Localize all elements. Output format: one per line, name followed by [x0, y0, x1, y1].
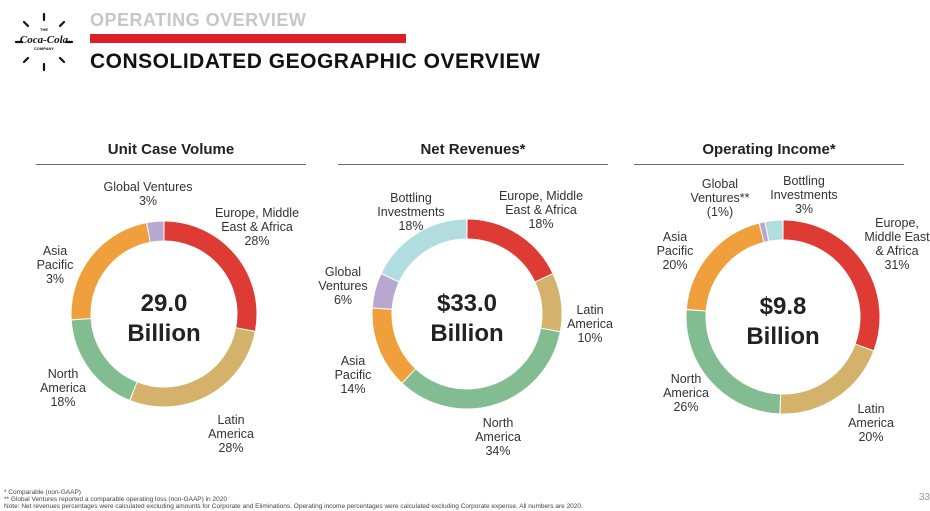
donut-segment-north-america: [71, 318, 137, 400]
donut-segment-asia-pacific: [372, 308, 416, 383]
segment-label: Asia Pacific 14%: [335, 354, 372, 396]
donut-segment-latin-america: [780, 344, 874, 414]
panel-title-unit-case-volume: Unit Case Volume: [107, 141, 235, 158]
center-value: 29.0: [141, 290, 188, 317]
segment-label: Europe, Middle East & Africa 31%: [864, 216, 930, 272]
svg-text:COMPANY: COMPANY: [34, 46, 54, 51]
segment-label: Europe, Middle East & Africa 28%: [215, 206, 299, 248]
segment-label: Asia Pacific 20%: [657, 230, 694, 272]
donut-segment-latin-america: [535, 274, 562, 332]
center-unit: Billion: [430, 320, 503, 347]
segment-label: North America 18%: [40, 367, 86, 409]
panel-title-net-revenues: Net Revenues*: [420, 141, 526, 158]
segment-label: Latin America 28%: [208, 413, 254, 455]
segment-label: Global Ventures 6%: [318, 265, 367, 307]
donut-segment-north-america: [686, 310, 781, 414]
segment-label: Latin America 10%: [567, 303, 613, 345]
donut-segment-emea: [467, 219, 553, 282]
donut-segment-bottling-investments: [765, 220, 783, 241]
segment-label: Global Ventures 3%: [104, 180, 193, 208]
coca-cola-logo: THE Coca-Cola COMPANY: [14, 12, 74, 72]
page-number: 33: [918, 492, 930, 503]
segment-label: Bottling Investments 3%: [770, 174, 837, 216]
footnote: ** Global Ventures reported a comparable…: [4, 496, 227, 503]
segment-label: Europe, Middle East & Africa 18%: [499, 189, 583, 231]
donut-segment-asia-pacific: [71, 223, 151, 320]
panel-underline: [338, 164, 608, 165]
footnotes: * Comparable (non-GAAP) ** Global Ventur…: [4, 489, 583, 510]
donut-segment-latin-america: [130, 327, 255, 407]
donut-segment-global-ventures: [147, 221, 164, 242]
center-value: $9.8: [760, 293, 807, 320]
header-accent-bar: [90, 34, 406, 43]
donut-segment-global-ventures: [759, 222, 769, 242]
donut-segment-asia-pacific: [686, 223, 764, 311]
donut-segment-emea: [164, 221, 257, 331]
panel-underline: [36, 164, 306, 165]
segment-label: Latin America 20%: [848, 402, 894, 444]
donut-segment-north-america: [402, 328, 560, 409]
footnote: * Comparable (non-GAAP): [4, 489, 81, 496]
center-unit: Billion: [746, 323, 819, 350]
segment-label: Asia Pacific 3%: [37, 244, 74, 286]
donut-segment-global-ventures: [372, 274, 399, 310]
panel-underline: [634, 164, 904, 165]
center-unit: Billion: [127, 320, 200, 347]
segment-label: North America 34%: [475, 416, 521, 458]
segment-label: North America 26%: [663, 372, 709, 414]
segment-label: Global Ventures** (1%): [690, 177, 749, 219]
center-value: $33.0: [437, 290, 497, 317]
svg-text:Coca-Cola: Coca-Cola: [20, 34, 69, 46]
footnote: Note: Net revenues percentages were calc…: [4, 503, 583, 510]
segment-label: Bottling Investments 18%: [377, 191, 444, 233]
donut-segment-bottling-investments: [381, 219, 467, 282]
header-subtitle: OPERATING OVERVIEW: [90, 10, 307, 30]
panel-title-operating-income: Operating Income*: [702, 141, 836, 158]
svg-text:THE: THE: [40, 27, 48, 32]
page-title: CONSOLIDATED GEOGRAPHIC OVERVIEW: [90, 50, 541, 73]
donut-segment-emea: [783, 220, 880, 351]
